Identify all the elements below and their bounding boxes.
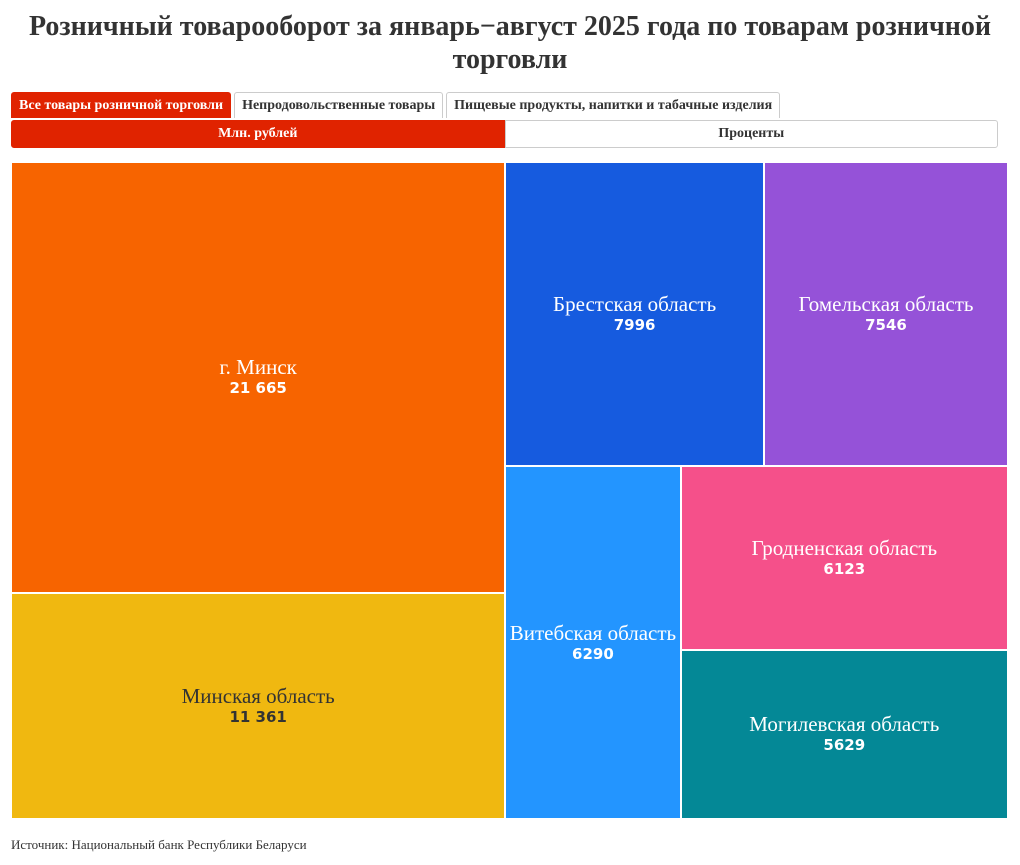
- chart-title: Розничный товарооборот за январь−август …: [28, 11, 992, 75]
- tab-all-goods[interactable]: Все товары розничной торговли: [11, 92, 232, 118]
- tile-label: Гомельская область: [798, 292, 974, 317]
- tab-food-drinks-tobacco[interactable]: Пищевые продукты, напитки и табачные изд…: [446, 92, 781, 118]
- treemap-tile[interactable]: Гомельская область 7546: [763, 162, 1008, 467]
- treemap-tile[interactable]: Минская область 11 361: [11, 592, 506, 819]
- category-tabs: Все товары розничной торговли Непродовол…: [11, 92, 781, 118]
- tile-label: Минская область: [181, 683, 335, 708]
- treemap-tile[interactable]: Витебская область 6290: [505, 466, 681, 819]
- tab-percent[interactable]: Проценты: [504, 120, 998, 148]
- treemap-tile[interactable]: Могилевская область 5629: [680, 649, 1008, 819]
- tab-million-rubles[interactable]: Млн. рублей: [11, 120, 505, 148]
- tile-value: 21 665: [229, 379, 287, 398]
- treemap-chart: г. Минск 21 665 Минская область 11 361 Брест…: [11, 162, 1008, 819]
- tile-label: Могилевская область: [749, 712, 940, 737]
- tile-value: 7546: [865, 316, 907, 335]
- tile-value: 5629: [823, 736, 866, 755]
- tile-value: 11 361: [229, 707, 287, 726]
- tile-value: 7996: [613, 316, 656, 335]
- tab-non-food[interactable]: Непродовольственные товары: [234, 92, 444, 118]
- tile-value: 6123: [823, 559, 866, 578]
- treemap-tile[interactable]: г. Минск 21 665: [11, 162, 506, 593]
- unit-tabs: Млн. рублей Проценты: [11, 120, 998, 148]
- tile-label: Гродненская область: [751, 535, 938, 560]
- treemap-tile[interactable]: Гродненская область 6123: [680, 466, 1008, 650]
- treemap-tile[interactable]: Брестская область 7996: [505, 162, 764, 467]
- source-note: Источник: Национальный банк Республики Б…: [11, 837, 307, 852]
- tile-value: 6290: [572, 644, 614, 663]
- tile-label: Брестская область: [553, 292, 717, 317]
- tile-label: Витебская область: [509, 620, 677, 645]
- tile-label: г. Минск: [219, 355, 297, 380]
